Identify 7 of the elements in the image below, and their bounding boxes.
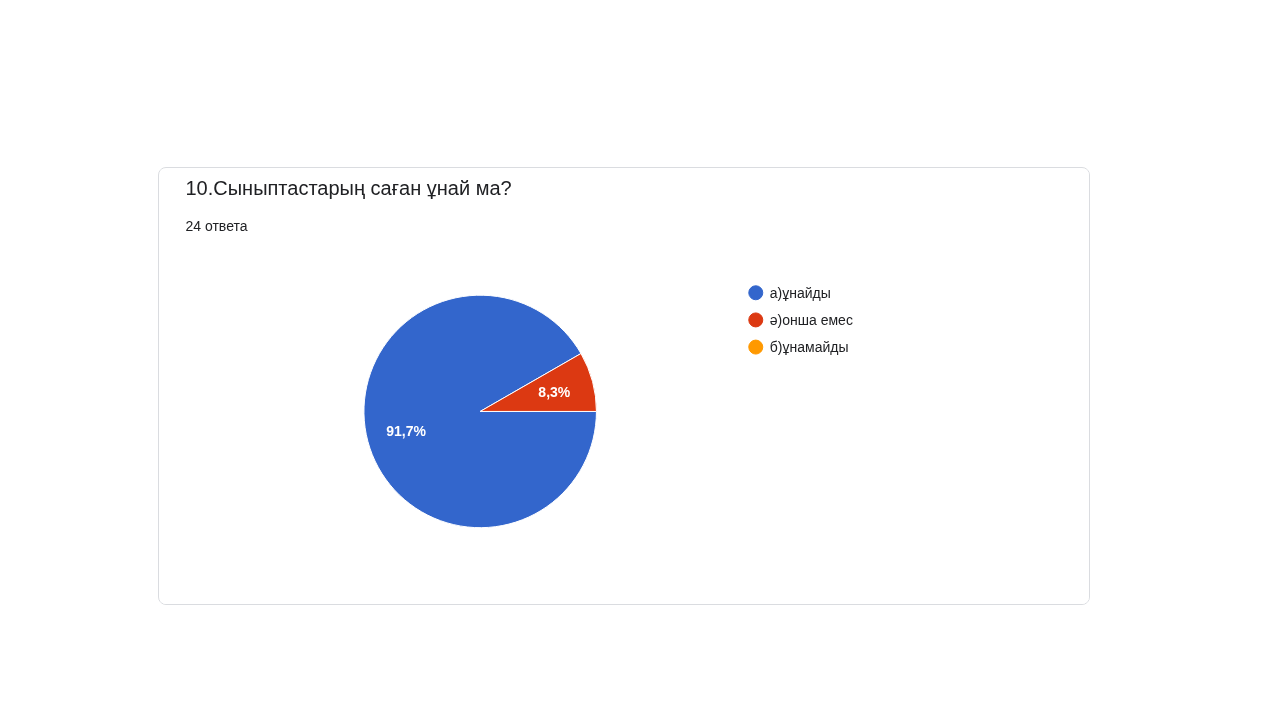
text: 24 ответа	[185, 217, 248, 234]
legend-label: б)ұнамайды	[769, 339, 849, 356]
legend-label: а)ұнайды	[769, 284, 831, 301]
data-label: 91,7%	[386, 423, 427, 440]
data-label: 8,3%	[538, 383, 571, 400]
chart-title: 10.Сыныптастарың саған ұнай ма?	[185, 176, 512, 199]
legend-label: ә)онша емес	[769, 311, 853, 328]
